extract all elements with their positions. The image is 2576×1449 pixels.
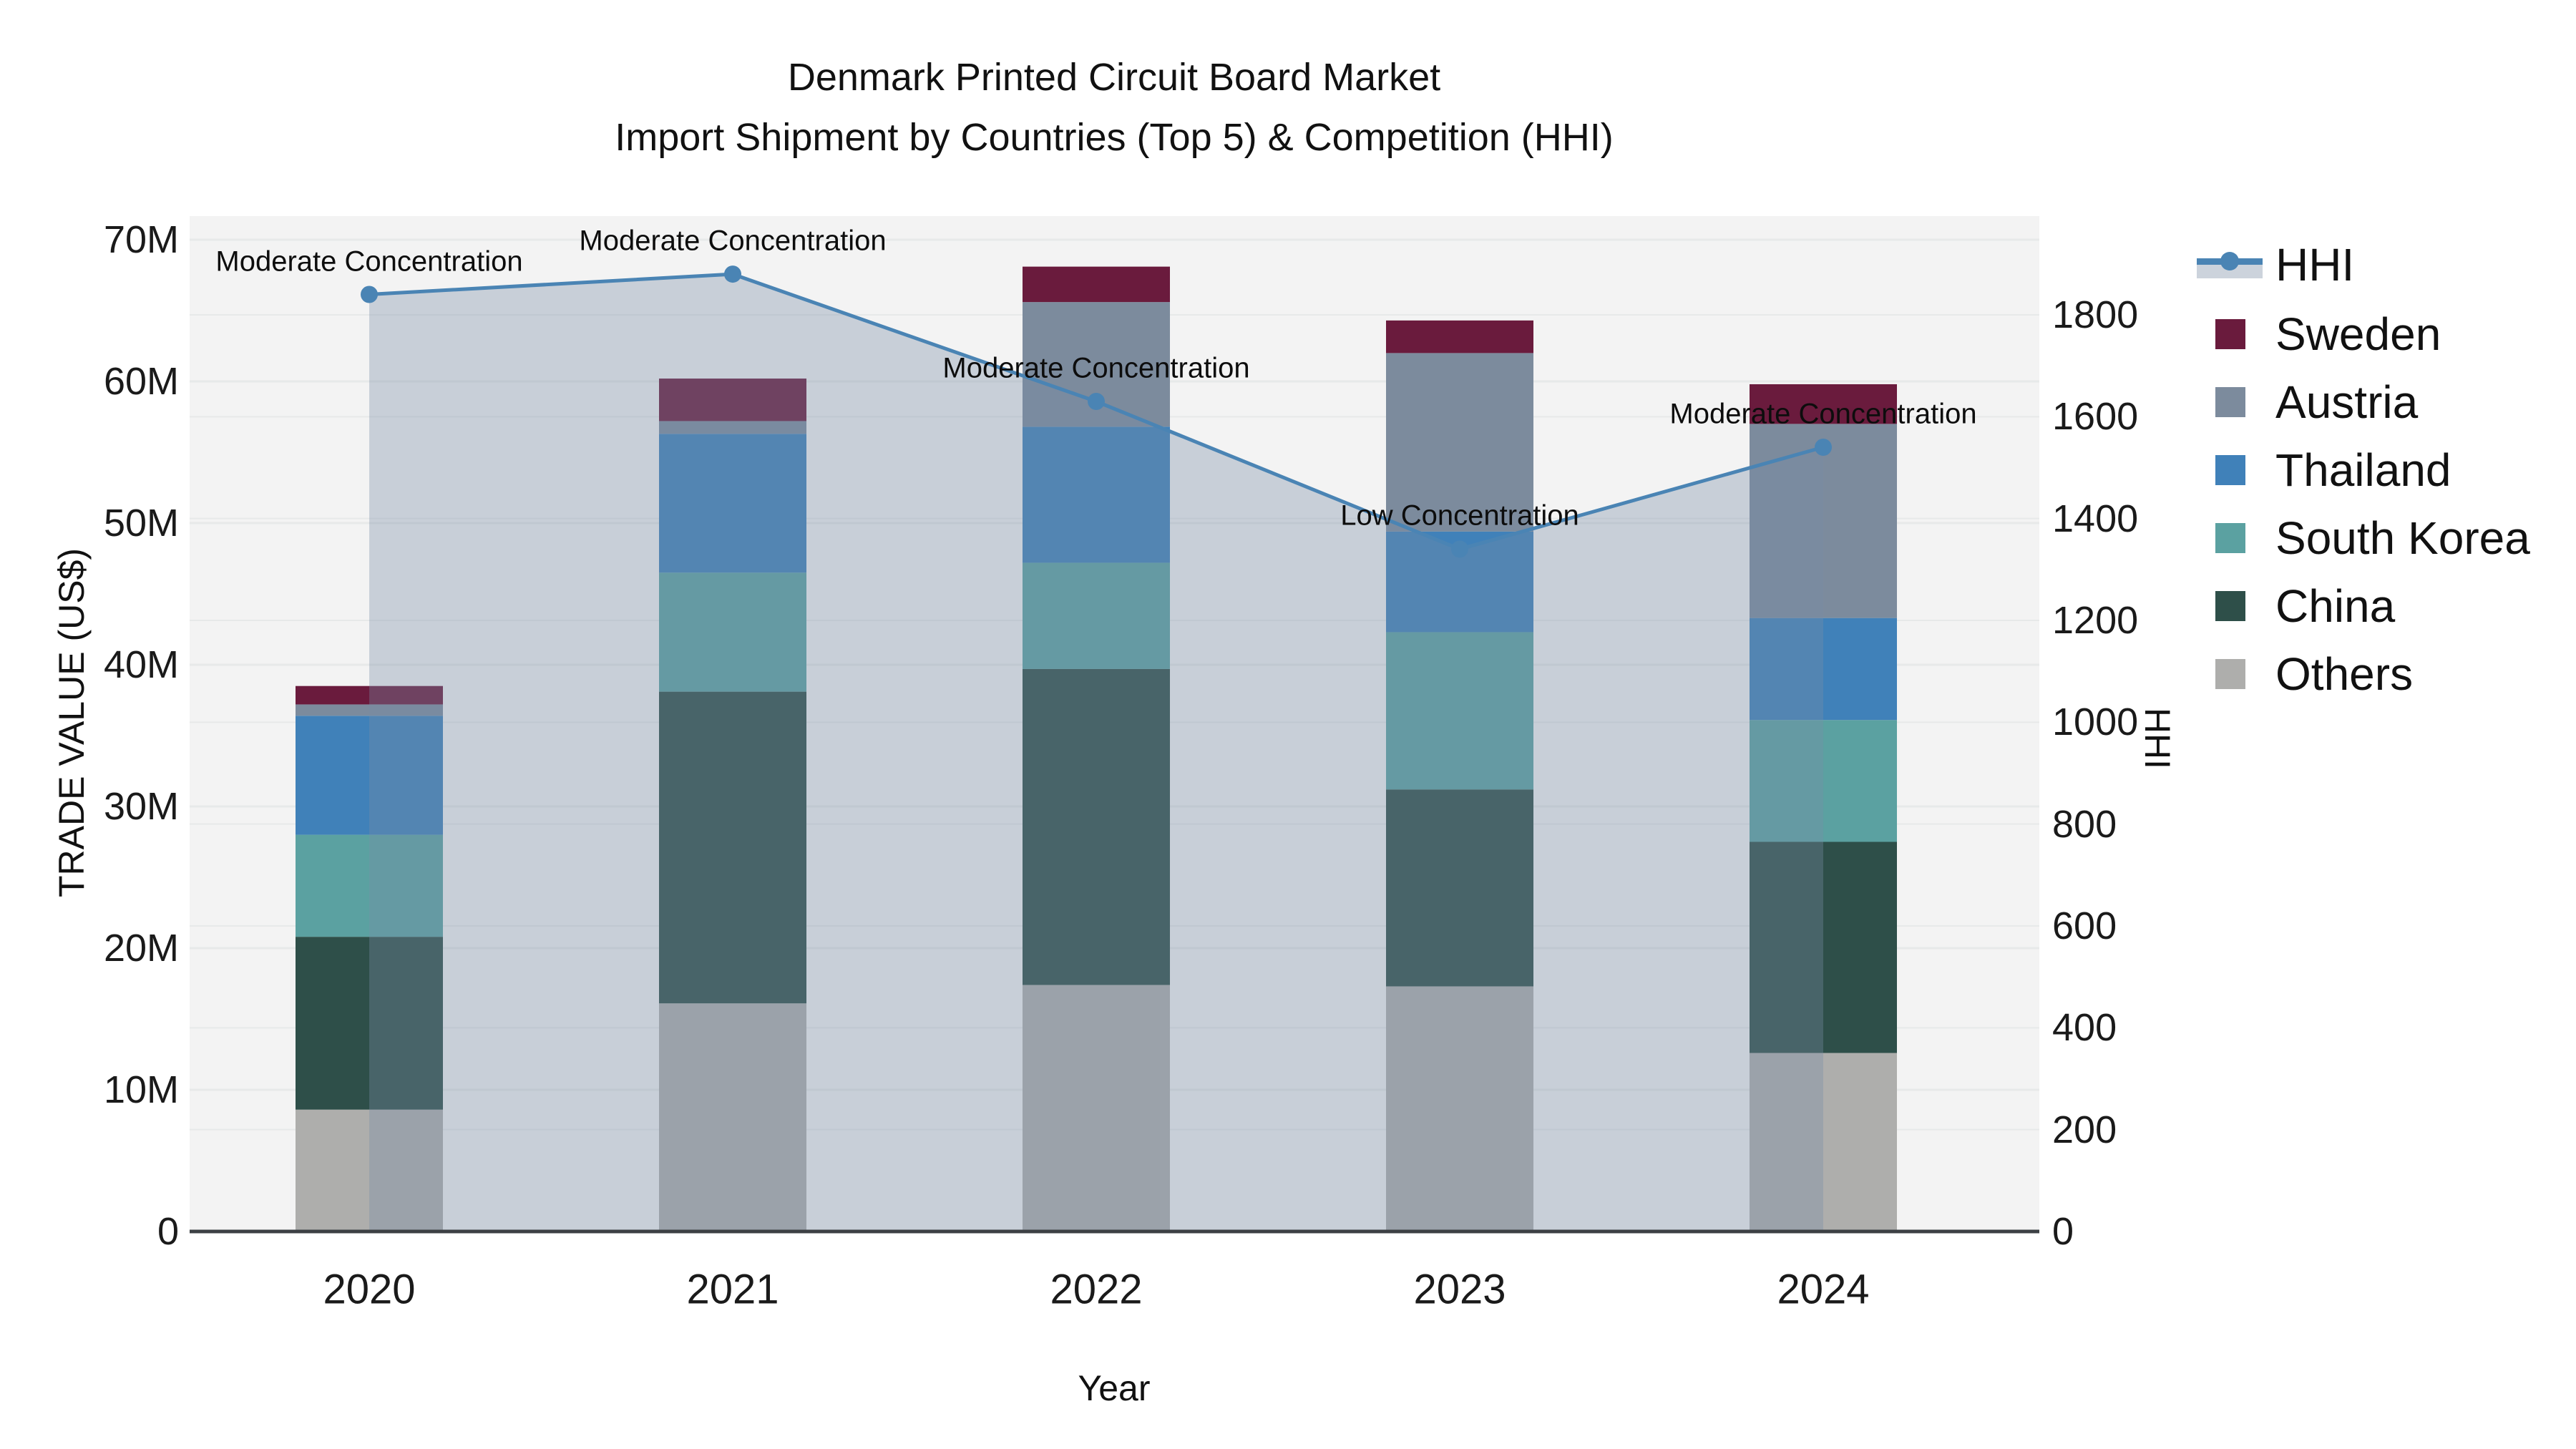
bar-segment-2024-china bbox=[1750, 841, 1897, 1053]
bar-segment-2021-china bbox=[659, 691, 806, 1004]
legend-item-others: Others bbox=[2182, 645, 2576, 703]
legend-item-china: China bbox=[2182, 577, 2576, 635]
hhi-marker-2022 bbox=[1088, 393, 1105, 410]
annotation-2024: Moderate Concentration bbox=[1669, 398, 1977, 430]
legend-label-austria: Austria bbox=[2275, 376, 2419, 428]
annotation-2022: Moderate Concentration bbox=[942, 352, 1250, 384]
right-tick-1800: 1800 bbox=[2052, 293, 2139, 336]
legend-label-hhi: HHI bbox=[2275, 239, 2355, 291]
right-tick-1200: 1200 bbox=[2052, 599, 2139, 642]
bar-segment-2023-austria bbox=[1386, 353, 1533, 532]
bar-segment-2023-sweden bbox=[1386, 320, 1533, 353]
legend-item-austria: Austria bbox=[2182, 374, 2576, 431]
hhi-area bbox=[369, 274, 1823, 1232]
x-tick-2022: 2022 bbox=[1050, 1266, 1143, 1313]
right-axis-title: HHI bbox=[2137, 707, 2177, 770]
left-tick-50M: 50M bbox=[103, 502, 179, 545]
chart-title-line2: Import Shipment by Countries (Top 5) & C… bbox=[615, 116, 1614, 159]
legend-label-south-korea: South Korea bbox=[2275, 512, 2530, 564]
bar-segment-2021-south-korea bbox=[659, 572, 806, 692]
annotation-2020: Moderate Concentration bbox=[215, 245, 523, 278]
legend-swatch-others bbox=[2215, 659, 2245, 689]
bar-segment-2024-sweden bbox=[1750, 384, 1897, 424]
hhi-marker-2024 bbox=[1815, 439, 1832, 456]
bar-segment-2020-china bbox=[296, 937, 443, 1110]
legend-swatch-austria bbox=[2215, 387, 2245, 417]
right-tick-200: 200 bbox=[2052, 1108, 2117, 1151]
right-tick-400: 400 bbox=[2052, 1006, 2117, 1050]
left-axis-title: TRADE VALUE (US$) bbox=[52, 547, 92, 898]
legend-swatch-south-korea bbox=[2215, 523, 2245, 553]
bar-segment-2020-others bbox=[296, 1109, 443, 1231]
bar-segment-2022-china bbox=[1023, 668, 1170, 985]
left-tick-30M: 30M bbox=[103, 785, 179, 828]
annotation-2021: Moderate Concentration bbox=[579, 225, 887, 257]
x-tick-2020: 2020 bbox=[323, 1266, 416, 1313]
bar-segment-2024-others bbox=[1750, 1053, 1897, 1231]
right-tick-1600: 1600 bbox=[2052, 395, 2139, 439]
bar-segment-2020-sweden bbox=[296, 686, 443, 705]
bar-segment-2024-thailand bbox=[1750, 618, 1897, 721]
legend-label-china: China bbox=[2275, 580, 2396, 632]
legend-item-hhi: HHI bbox=[2182, 236, 2576, 293]
bar-segment-2024-south-korea bbox=[1750, 720, 1897, 842]
legend-item-south-korea: South Korea bbox=[2182, 509, 2576, 567]
hhi-marker-2020 bbox=[361, 286, 378, 303]
hhi-marker-2021 bbox=[724, 265, 741, 283]
left-tick-20M: 20M bbox=[103, 927, 179, 970]
hhi-marker-glyph bbox=[2220, 252, 2239, 270]
x-tick-2023: 2023 bbox=[1413, 1266, 1506, 1313]
bar-segment-2020-austria bbox=[296, 704, 443, 716]
bar-segment-2023-south-korea bbox=[1386, 632, 1533, 790]
chart-title: Denmark Printed Circuit Board Market Imp… bbox=[615, 47, 1614, 167]
bar-segment-2023-china bbox=[1386, 789, 1533, 987]
x-axis-title: Year bbox=[1078, 1368, 1151, 1408]
bar-segment-2021-sweden bbox=[659, 379, 806, 421]
hhi-line-swatch bbox=[2197, 248, 2263, 281]
hhi-marker-2023 bbox=[1451, 540, 1468, 558]
bar-segment-2020-south-korea bbox=[296, 834, 443, 937]
right-tick-600: 600 bbox=[2052, 904, 2117, 947]
right-tick-800: 800 bbox=[2052, 802, 2117, 846]
legend-swatch-sweden bbox=[2215, 319, 2245, 349]
left-tick-60M: 60M bbox=[103, 360, 179, 403]
legend-label-thailand: Thailand bbox=[2275, 444, 2451, 496]
x-tick-2021: 2021 bbox=[686, 1266, 779, 1313]
bar-segment-2022-others bbox=[1023, 985, 1170, 1231]
chart-title-line1: Denmark Printed Circuit Board Market bbox=[787, 56, 1441, 99]
right-tick-1000: 1000 bbox=[2052, 701, 2139, 744]
right-tick-0: 0 bbox=[2052, 1210, 2074, 1253]
legend-swatch-china bbox=[2215, 591, 2245, 621]
bar-segment-2022-sweden bbox=[1023, 266, 1170, 303]
bar-segment-2022-thailand bbox=[1023, 426, 1170, 563]
bar-segment-2021-others bbox=[659, 1003, 806, 1231]
left-tick-70M: 70M bbox=[103, 218, 179, 261]
legend-swatch-thailand bbox=[2215, 455, 2245, 485]
legend-label-sweden: Sweden bbox=[2275, 308, 2441, 360]
left-tick-10M: 10M bbox=[103, 1068, 179, 1111]
bar-segment-2021-thailand bbox=[659, 434, 806, 573]
bar-segment-2020-thailand bbox=[296, 716, 443, 835]
bar-segment-2022-south-korea bbox=[1023, 562, 1170, 669]
x-tick-2024: 2024 bbox=[1777, 1266, 1870, 1313]
legend-item-sweden: Sweden bbox=[2182, 306, 2576, 363]
bar-segment-2024-austria bbox=[1750, 424, 1897, 618]
legend-label-others: Others bbox=[2275, 648, 2414, 700]
bar-segment-2021-austria bbox=[659, 421, 806, 434]
legend-item-thailand: Thailand bbox=[2182, 441, 2576, 499]
left-tick-0: 0 bbox=[157, 1210, 179, 1253]
left-tick-40M: 40M bbox=[103, 643, 179, 686]
bar-segment-2023-others bbox=[1386, 986, 1533, 1231]
annotation-2023: Low Concentration bbox=[1340, 499, 1579, 532]
right-tick-1400: 1400 bbox=[2052, 497, 2139, 540]
